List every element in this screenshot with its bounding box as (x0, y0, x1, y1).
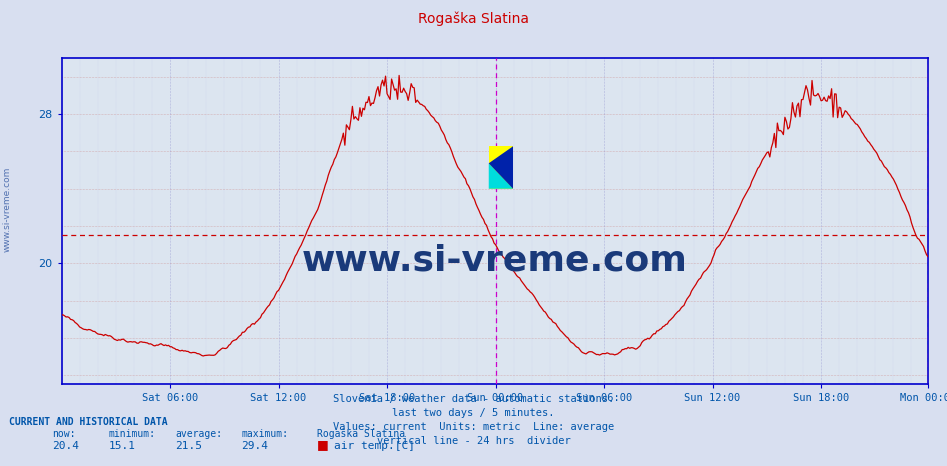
Text: 21.5: 21.5 (175, 441, 203, 451)
Text: 15.1: 15.1 (109, 441, 136, 451)
Text: last two days / 5 minutes.: last two days / 5 minutes. (392, 408, 555, 418)
Text: 20.4: 20.4 (52, 441, 80, 451)
Text: CURRENT AND HISTORICAL DATA: CURRENT AND HISTORICAL DATA (9, 418, 169, 427)
Text: air temp.[C]: air temp.[C] (334, 441, 416, 451)
Text: Slovenia / weather data - automatic stations.: Slovenia / weather data - automatic stat… (333, 394, 614, 404)
Text: Rogaška Slatina: Rogaška Slatina (317, 428, 405, 439)
Text: vertical line - 24 hrs  divider: vertical line - 24 hrs divider (377, 436, 570, 445)
Text: ■: ■ (317, 438, 329, 451)
Text: www.si-vreme.com: www.si-vreme.com (302, 244, 688, 277)
Text: www.si-vreme.com: www.si-vreme.com (3, 167, 12, 253)
Text: 29.4: 29.4 (241, 441, 269, 451)
Text: average:: average: (175, 429, 223, 439)
Text: minimum:: minimum: (109, 429, 156, 439)
Text: Rogaška Slatina: Rogaška Slatina (418, 12, 529, 26)
Polygon shape (489, 163, 513, 189)
Text: now:: now: (52, 429, 76, 439)
FancyBboxPatch shape (489, 146, 513, 189)
Text: Values: current  Units: metric  Line: average: Values: current Units: metric Line: aver… (333, 422, 614, 432)
Polygon shape (489, 146, 513, 189)
Text: maximum:: maximum: (241, 429, 289, 439)
